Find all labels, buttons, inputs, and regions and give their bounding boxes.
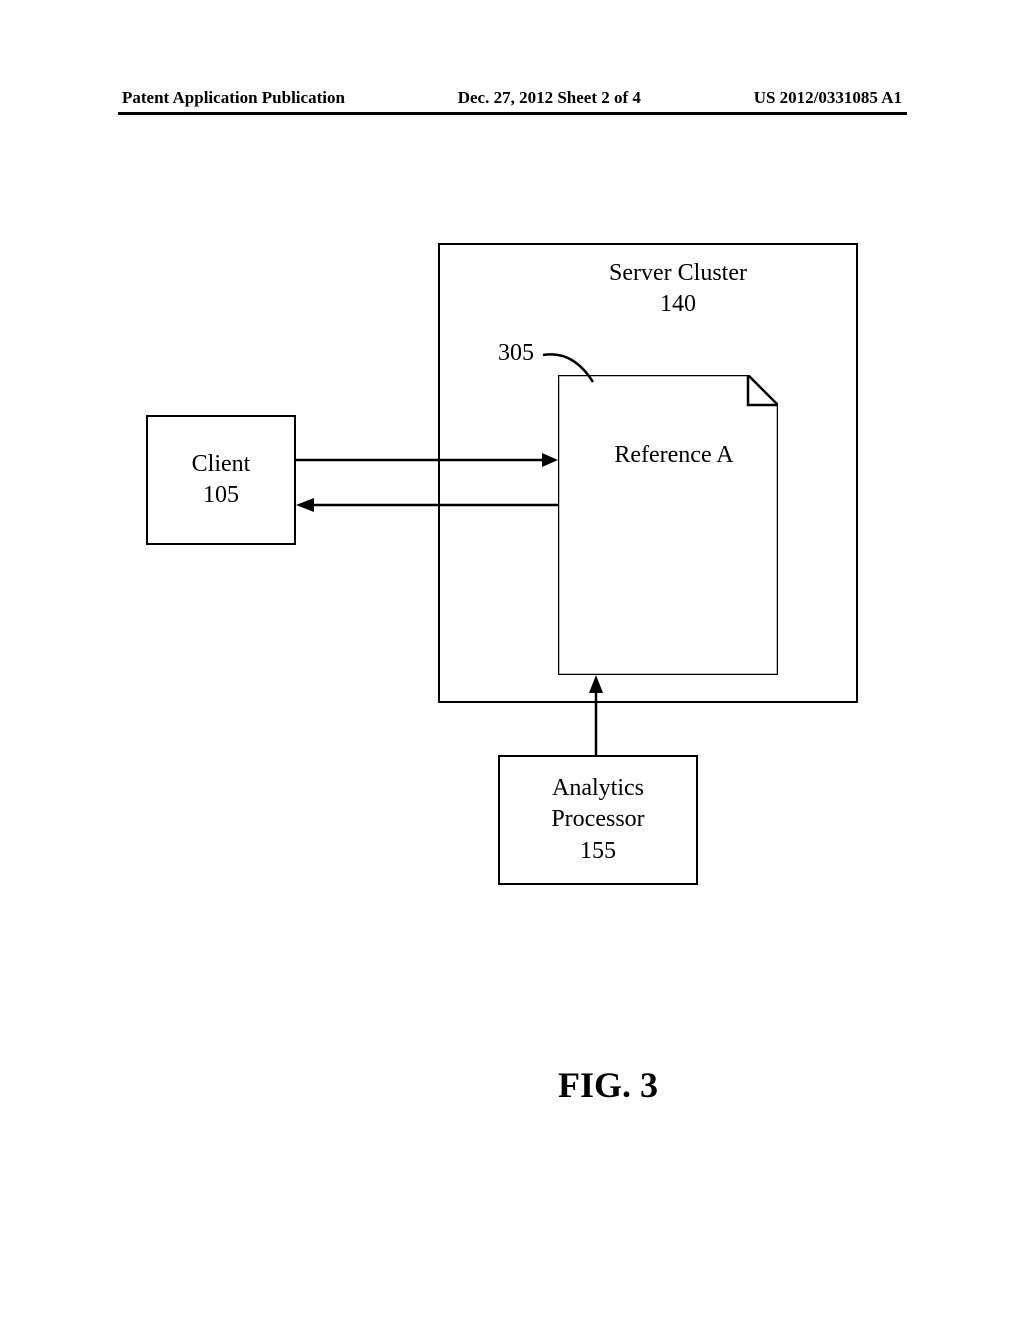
- client-number: 105: [203, 480, 239, 511]
- analytics-number: 155: [580, 836, 616, 867]
- server-cluster-number: 140: [578, 289, 778, 320]
- analytics-title-1: Analytics: [552, 773, 644, 804]
- page-header: Patent Application Publication Dec. 27, …: [122, 88, 902, 108]
- figure-label: FIG. 3: [558, 1064, 658, 1106]
- callout-305-curve: [538, 340, 608, 390]
- analytics-box: Analytics Processor 155: [498, 755, 698, 885]
- server-cluster-label: Server Cluster 140: [578, 258, 778, 320]
- diagram-area: Server Cluster 140 Client 105 Reference …: [118, 200, 907, 1100]
- client-title: Client: [192, 449, 251, 480]
- document-label: Reference A: [574, 442, 774, 469]
- callout-305-label: 305: [498, 340, 534, 367]
- arrow-document-to-client: [296, 495, 561, 515]
- client-box: Client 105: [146, 415, 296, 545]
- arrow-client-to-document: [296, 450, 561, 470]
- arrow-analytics-to-document: [586, 675, 606, 757]
- header-left: Patent Application Publication: [122, 88, 345, 108]
- header-right: US 2012/0331085 A1: [754, 88, 902, 108]
- server-cluster-title: Server Cluster: [578, 258, 778, 289]
- header-divider: [118, 112, 907, 115]
- analytics-title-2: Processor: [551, 804, 644, 835]
- document-shape: [558, 375, 778, 675]
- header-center: Dec. 27, 2012 Sheet 2 of 4: [458, 88, 641, 108]
